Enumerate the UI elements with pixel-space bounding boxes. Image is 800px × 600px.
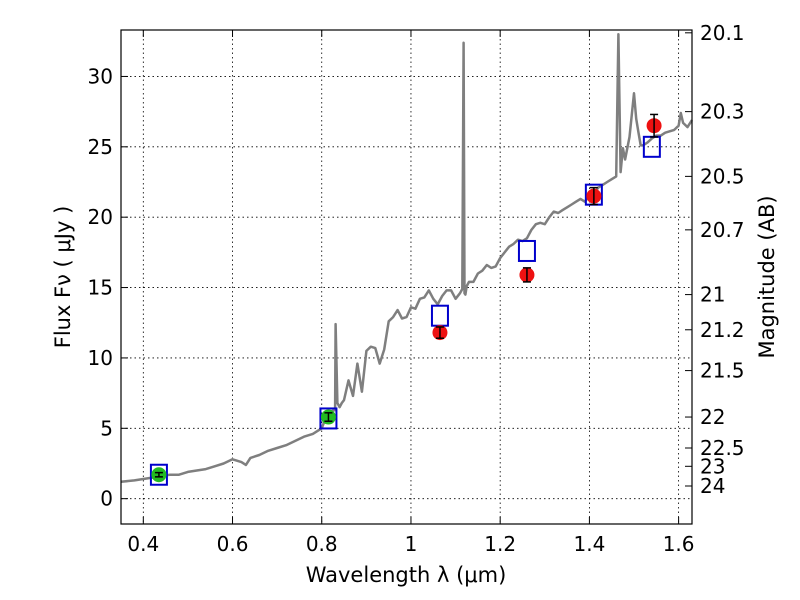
y-axis-label: Flux Fν ( μJy ) <box>51 206 75 349</box>
right-tick-label: 24 <box>700 474 725 498</box>
right-tick-label: 22 <box>700 405 725 429</box>
y-tick-label: 30 <box>88 64 113 88</box>
right-tick-label: 22.5 <box>700 436 745 460</box>
right-tick-label: 21 <box>700 283 725 307</box>
right-tick-label: 20.3 <box>700 100 745 124</box>
y-tick-label: 5 <box>100 416 113 440</box>
x-tick-label: 0.8 <box>306 532 338 556</box>
model-square-marker <box>149 463 168 486</box>
right-tick-label: 20.7 <box>700 218 745 242</box>
x-axis-label: Wavelength λ (μm) <box>306 563 507 587</box>
y-tick-label: 25 <box>88 135 113 159</box>
x-tick-label: 1.6 <box>663 532 695 556</box>
plot-area <box>120 32 694 486</box>
spectrum-line <box>120 32 694 484</box>
right-tick-label: 20.5 <box>700 164 745 188</box>
right-tick-label: 23 <box>700 454 725 478</box>
y-tick-label: 10 <box>88 346 113 370</box>
x-tick-label: 1.4 <box>573 532 605 556</box>
model-square-marker <box>517 239 536 262</box>
x-tick-label: 1.2 <box>484 532 516 556</box>
axes-ticks: 0.4 0.6 0.8 1 1.2 1.4 1.6 0 5 10 15 20 25 30 20.1 20.3 2… <box>88 21 745 556</box>
x-tick-label: 1 <box>405 532 418 556</box>
y-tick-label: 20 <box>88 205 113 229</box>
right-tick-label: 21.2 <box>700 318 745 342</box>
model-square-marker <box>319 407 338 430</box>
right-tick-label: 21.5 <box>700 359 745 383</box>
grid <box>121 30 692 524</box>
y-tick-label: 0 <box>100 487 113 511</box>
model-square-marker <box>430 304 449 327</box>
x-tick-label: 0.6 <box>217 532 249 556</box>
right-tick-label: 20.1 <box>700 21 745 45</box>
x-tick-label: 0.4 <box>127 532 159 556</box>
right-axis-label: Magnitude (AB) <box>755 195 779 358</box>
y-tick-label: 15 <box>88 276 113 300</box>
plot-frame <box>120 29 693 525</box>
